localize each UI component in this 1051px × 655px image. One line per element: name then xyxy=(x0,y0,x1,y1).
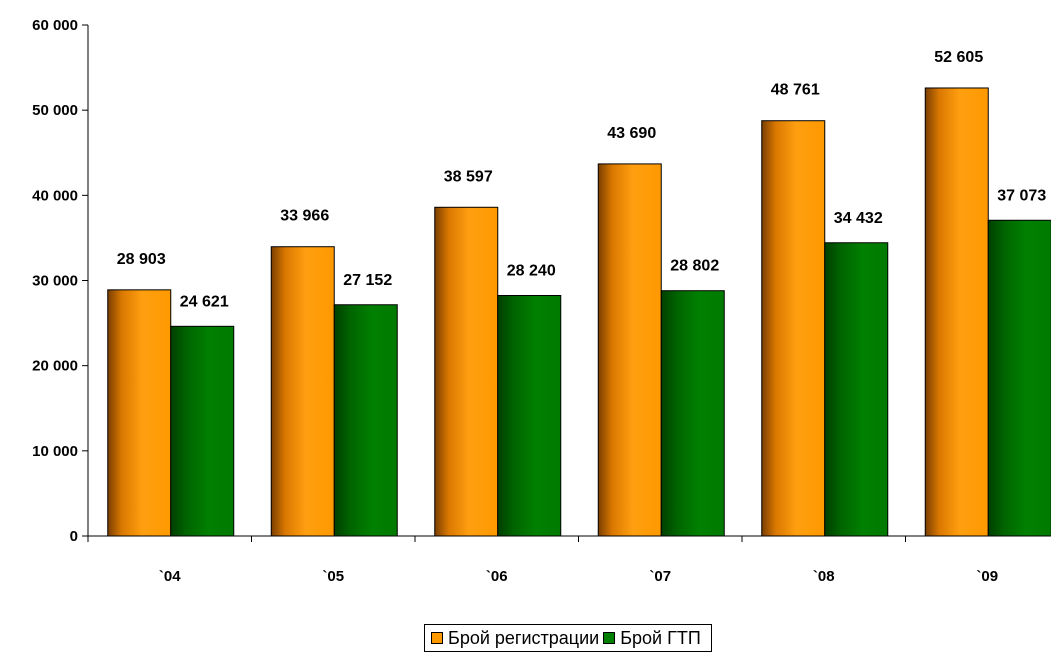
bar-registrations xyxy=(924,87,989,537)
data-label-inspections: 28 240 xyxy=(507,262,556,279)
data-label-inspections: 34 432 xyxy=(834,210,883,227)
data-label-inspections: 28 802 xyxy=(670,258,719,275)
bar-registrations xyxy=(597,163,662,537)
data-label-registrations: 28 903 xyxy=(117,251,166,268)
y-tick-label: 60 000 xyxy=(32,17,78,34)
y-tick-label: 20 000 xyxy=(32,358,78,375)
bar-registrations xyxy=(107,289,172,537)
bar-inspections xyxy=(824,242,889,537)
x-tick-label: `09 xyxy=(976,568,998,585)
legend-item-inspections: Брой ГТП xyxy=(603,628,701,649)
y-tick-label: 30 000 xyxy=(32,273,78,290)
bar-inspections xyxy=(170,325,235,537)
legend: Брой регистрации Брой ГТП xyxy=(424,624,712,652)
y-tick-label: 10 000 xyxy=(32,443,78,460)
bar-inspections xyxy=(333,304,398,537)
data-label-inspections: 37 073 xyxy=(997,187,1046,204)
data-label-registrations: 33 966 xyxy=(280,208,329,225)
y-tick-label: 40 000 xyxy=(32,187,78,204)
data-label-registrations: 52 605 xyxy=(934,49,983,66)
legend-swatch-inspections xyxy=(603,632,616,644)
bar-inspections xyxy=(497,294,562,537)
data-label-inspections: 27 152 xyxy=(343,272,392,289)
axes: 0 10 000 20 000 30 000 40 000 50 000 60 000 `04… xyxy=(32,17,1051,585)
data-labels: 28 903 24 621 33 966 27 152 38 597 28 240 43 6… xyxy=(117,49,1047,310)
data-label-inspections: 24 621 xyxy=(180,293,229,310)
y-tick-label: 50 000 xyxy=(32,102,78,119)
bar-registrations xyxy=(434,206,499,537)
bar-registrations xyxy=(761,120,826,537)
bar-inspections xyxy=(660,290,725,537)
y-tick-label: 0 xyxy=(70,528,78,545)
legend-swatch-registrations xyxy=(431,632,443,644)
data-label-registrations: 43 690 xyxy=(607,125,656,142)
legend-item-registrations: Брой регистрации xyxy=(431,628,599,649)
bar-inspections xyxy=(987,219,1051,537)
legend-label-inspections: Брой ГТП xyxy=(620,627,701,648)
x-tick-label: `05 xyxy=(322,568,344,585)
x-tick-label: `07 xyxy=(649,568,671,585)
data-label-registrations: 38 597 xyxy=(444,168,493,185)
bars xyxy=(107,87,1051,537)
x-tick-label: `08 xyxy=(813,568,835,585)
legend-label-registrations: Брой регистрации xyxy=(448,627,600,648)
x-tick-label: `06 xyxy=(486,568,508,585)
data-label-registrations: 48 761 xyxy=(771,82,820,99)
x-tick-label: `04 xyxy=(159,568,181,585)
bar-registrations xyxy=(270,246,335,537)
